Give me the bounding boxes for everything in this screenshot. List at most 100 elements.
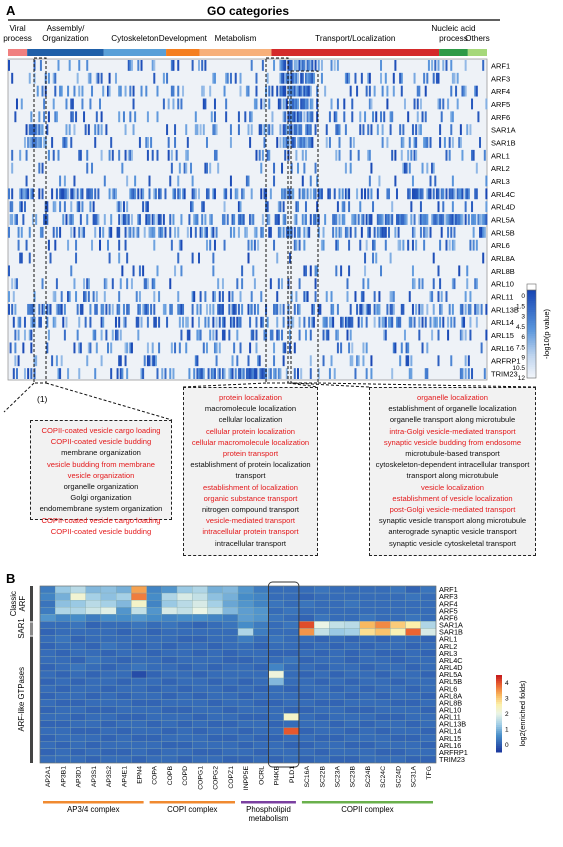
go-cell	[445, 214, 448, 225]
go-cell	[284, 137, 287, 148]
heatmap-cell	[405, 755, 421, 764]
go-cell	[207, 368, 210, 379]
go-cell	[311, 316, 314, 328]
go-cell	[102, 226, 105, 238]
go-cell	[12, 316, 15, 328]
heatmap-cell	[39, 592, 56, 601]
go-cell	[108, 252, 111, 264]
go-cell	[249, 368, 252, 379]
heatmap-cell	[359, 635, 376, 643]
go-cell	[309, 175, 312, 187]
go-cell	[129, 60, 132, 71]
heatmap-cell	[39, 585, 56, 594]
go-cell	[67, 368, 70, 379]
heatmap-cell	[253, 614, 269, 622]
heatmap-cell	[268, 755, 284, 764]
go-cell	[202, 85, 205, 97]
interactor-col-label: AP3B1	[60, 766, 67, 787]
go-cell	[142, 265, 145, 277]
go-cell	[132, 188, 135, 200]
heatmap-cell	[420, 706, 437, 714]
go-cell	[199, 368, 202, 379]
go-cell	[368, 85, 371, 97]
go-cell	[279, 226, 282, 238]
go-cell	[386, 214, 389, 225]
go-cell	[130, 342, 133, 354]
go-cell	[431, 60, 434, 71]
go-cell	[386, 303, 389, 315]
go-cell	[367, 72, 370, 84]
phospholipid-outline	[268, 581, 300, 768]
go-cell	[368, 303, 371, 315]
go-cell	[100, 124, 103, 136]
colorbar-step	[496, 748, 502, 751]
go-cell	[33, 291, 36, 302]
colorbar-step	[527, 364, 536, 368]
go-cell	[180, 214, 183, 225]
go-cell	[167, 137, 170, 148]
go-cell	[293, 226, 296, 238]
go-cell	[281, 162, 284, 174]
interactor-row-label: ARL4D	[439, 663, 463, 672]
go-cell	[354, 226, 357, 238]
go-cell	[191, 252, 194, 264]
colorbar-step	[496, 730, 502, 734]
go-cell	[349, 149, 352, 161]
go-cell	[296, 60, 299, 71]
heatmap-cell	[283, 727, 300, 735]
heatmap-cell	[161, 642, 178, 650]
go-cell	[266, 201, 269, 213]
go-cell	[303, 214, 306, 225]
go-cell	[413, 226, 416, 238]
heatmap-cell	[283, 607, 300, 615]
heatmap-cell	[253, 635, 269, 643]
interactor-col-label: PI4KB	[274, 766, 281, 786]
go-cell	[154, 316, 157, 328]
go-cell	[68, 291, 71, 302]
go-cell	[426, 72, 429, 84]
go-cell	[276, 291, 279, 302]
go-cell	[89, 188, 92, 200]
go-cell	[212, 368, 215, 379]
colorbar-step	[527, 345, 536, 348]
heatmap-cell	[405, 635, 421, 643]
go-cell	[177, 85, 180, 97]
go-cell	[41, 278, 44, 290]
go-cell	[102, 303, 105, 315]
go-cell	[145, 85, 148, 97]
go-cell	[344, 188, 347, 200]
heatmap-cell	[268, 677, 284, 686]
go-cell	[247, 252, 250, 264]
go-cell	[349, 316, 352, 328]
go-cell	[76, 303, 79, 315]
go-cell	[450, 60, 453, 71]
go-cell	[325, 316, 328, 328]
go-cell	[75, 239, 78, 251]
go-cell	[122, 316, 125, 328]
heatmap-cell	[70, 706, 86, 714]
go-cell	[464, 60, 467, 71]
go-cell	[140, 316, 143, 328]
go-cell	[110, 368, 113, 379]
heatmap-cell	[314, 607, 330, 615]
go-cell	[451, 137, 454, 148]
go-cell	[439, 98, 442, 110]
heatmap-cell	[314, 706, 330, 714]
heatmap-cell	[176, 684, 193, 693]
go-cell	[456, 72, 459, 84]
go-cell	[289, 329, 292, 341]
colorbar-step	[496, 738, 502, 741]
colorbar-step	[496, 736, 502, 740]
heatmap-cell	[70, 720, 86, 728]
heatmap-cell	[359, 649, 376, 657]
go-cell	[253, 226, 256, 238]
go-cell	[351, 98, 354, 110]
heatmap-cell	[161, 734, 178, 742]
go-row-label: ARF6	[491, 113, 510, 122]
go-cell	[228, 368, 231, 379]
go-cell	[38, 137, 41, 148]
go-cell	[252, 329, 255, 341]
go-cell	[271, 124, 274, 136]
heatmap-cell	[39, 600, 56, 608]
go-cell	[296, 226, 299, 238]
